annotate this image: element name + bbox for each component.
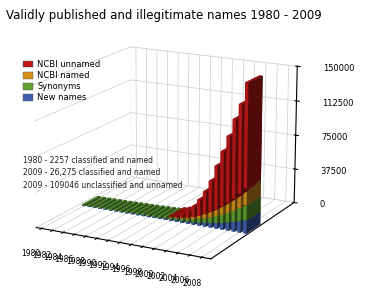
Legend: NCBI unnamed, NCBI named, Synonyms, New names: NCBI unnamed, NCBI named, Synonyms, New … [21,58,102,104]
Text: 1980 - 2257 classified and named
2009 - 26,275 classified and named
2009 - 10904: 1980 - 2257 classified and named 2009 - … [23,156,183,190]
Text: Validly published and illegitimate names 1980 - 2009: Validly published and illegitimate names… [6,9,322,22]
